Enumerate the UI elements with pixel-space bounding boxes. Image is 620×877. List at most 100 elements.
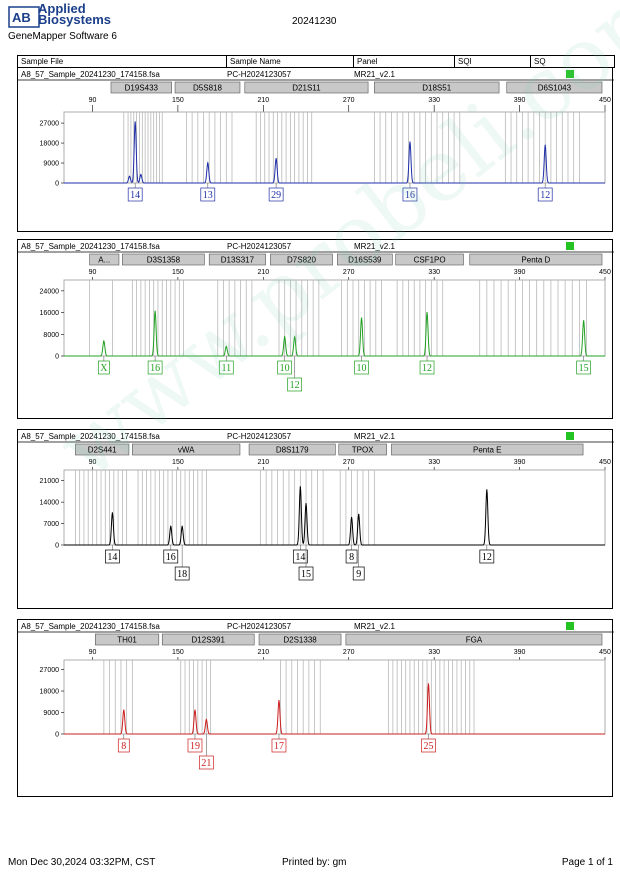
size-tick-label: 210 xyxy=(257,459,269,466)
allele-call-label: 19 xyxy=(190,741,200,752)
allele-call-label: 11 xyxy=(221,363,231,374)
allele-call-box xyxy=(117,738,130,753)
locus-marker xyxy=(208,253,266,266)
peak-apex xyxy=(103,340,105,342)
sample-file-name: A8_57_Sample_20241230_174158.fsa xyxy=(21,70,160,79)
locus-marker-label: D6S1043 xyxy=(538,84,572,93)
sample-file-name: A8_57_Sample_20241230_174158.fsa xyxy=(21,432,160,441)
sizing-quality-indicator xyxy=(566,242,574,250)
allele-call-box xyxy=(271,738,287,753)
allele-call-box xyxy=(287,377,302,392)
peak-apex xyxy=(426,311,428,314)
peak-apex xyxy=(544,144,546,146)
panel-name: MR21_v2.1 xyxy=(354,432,395,441)
plot-frame xyxy=(63,469,606,546)
peak-apex xyxy=(409,141,411,143)
allele-call-box xyxy=(105,549,120,564)
locus-marker xyxy=(270,253,333,266)
locus-marker xyxy=(161,633,255,646)
size-tick-label: 150 xyxy=(172,269,184,276)
locus-marker xyxy=(469,253,603,266)
peak-apex xyxy=(427,683,430,685)
allele-call-box xyxy=(200,187,216,202)
rfu-tick-label: 27000 xyxy=(40,121,60,128)
peak-apex xyxy=(170,526,172,528)
sizing-quality-indicator xyxy=(566,70,574,78)
locus-marker-label: D19S433 xyxy=(125,84,159,93)
allele-call-label: 12 xyxy=(422,363,432,374)
size-tick-label: 330 xyxy=(428,649,440,656)
allele-call-box xyxy=(174,566,190,581)
rfu-tick-label: 0 xyxy=(55,354,59,361)
size-tick-label: 450 xyxy=(599,269,611,276)
allele-call-label: 25 xyxy=(423,741,433,752)
locus-marker xyxy=(248,443,336,456)
allele-call-box xyxy=(147,360,163,375)
size-tick-label: 150 xyxy=(172,97,184,104)
size-tick-label: 270 xyxy=(343,97,355,104)
allele-call-label: 9 xyxy=(356,569,361,580)
allele-call-label: 15 xyxy=(579,363,589,374)
locus-marker-label: D16S539 xyxy=(348,256,382,265)
peak-apex xyxy=(583,320,585,322)
column-header-sqi: SQI xyxy=(454,56,530,67)
rfu-tick-label: 21000 xyxy=(40,478,60,485)
allele-call-label: 8 xyxy=(349,552,354,563)
locus-marker xyxy=(89,253,120,266)
allele-call-box xyxy=(352,566,365,581)
size-tick-label: 450 xyxy=(599,649,611,656)
locus-marker xyxy=(374,81,500,94)
sample-file-name: A8_57_Sample_20241230_174158.fsa xyxy=(21,622,160,631)
allele-call-box xyxy=(419,360,435,375)
locus-marker xyxy=(132,443,241,456)
rfu-tick-label: 18000 xyxy=(40,689,60,696)
locus-marker-label: D21S11 xyxy=(292,84,321,93)
rfu-tick-label: 18000 xyxy=(40,141,60,148)
size-tick-label: 330 xyxy=(428,459,440,466)
peak-apex xyxy=(154,310,156,312)
locus-marker xyxy=(506,81,603,94)
size-tick-label: 90 xyxy=(89,459,97,466)
peak-apex xyxy=(225,345,227,348)
allele-call-label: 16 xyxy=(405,190,415,201)
brand-line-1: Applied xyxy=(38,1,86,16)
peak-apex xyxy=(194,709,196,711)
rfu-tick-label: 14000 xyxy=(40,500,60,507)
signal-trace xyxy=(64,311,605,357)
locus-marker-label: D2S441 xyxy=(88,446,117,455)
peak-apex xyxy=(134,121,136,123)
allele-call-box xyxy=(402,187,418,202)
peak-apex xyxy=(181,526,183,528)
rfu-tick-label: 0 xyxy=(55,543,59,550)
peak-apex xyxy=(284,336,286,338)
electropherogram-panel-red: A8_57_Sample_20241230_174158.fsa PC-H2024… xyxy=(17,619,614,797)
allele-call-label: 12 xyxy=(290,380,300,391)
allele-call-box xyxy=(163,549,179,564)
rfu-tick-label: 24000 xyxy=(40,288,60,295)
column-header-panel: Panel xyxy=(353,56,454,67)
sample-name: PC-H2024123057 xyxy=(227,70,292,79)
locus-marker-label: Penta E xyxy=(473,446,501,455)
locus-marker-label: D13S317 xyxy=(221,256,255,265)
allele-call-box xyxy=(421,738,436,753)
column-header-sample-name: Sample Name xyxy=(226,56,353,67)
rfu-tick-label: 8000 xyxy=(43,332,59,339)
allele-call-label: 16 xyxy=(150,363,160,374)
size-tick-label: 210 xyxy=(257,97,269,104)
sample-name: PC-H2024123057 xyxy=(227,622,292,631)
allele-call-label: 18 xyxy=(177,569,187,580)
locus-marker-label: D7S820 xyxy=(287,256,316,265)
allele-call-label: 13 xyxy=(203,190,213,201)
allele-call-box xyxy=(218,360,234,375)
brand-line-2: Biosystems xyxy=(38,12,111,27)
allele-call-box xyxy=(268,187,284,202)
peak-apex xyxy=(275,157,277,160)
peak-apex xyxy=(140,173,142,176)
signal-trace xyxy=(64,486,605,546)
peak-apex xyxy=(360,317,363,319)
allele-call-box xyxy=(354,360,369,375)
locus-marker-label: CSF1PO xyxy=(414,256,446,265)
locus-marker xyxy=(258,633,342,646)
brand-name: Applied Biosystems xyxy=(38,1,111,27)
sample-name: PC-H2024123057 xyxy=(227,242,292,251)
